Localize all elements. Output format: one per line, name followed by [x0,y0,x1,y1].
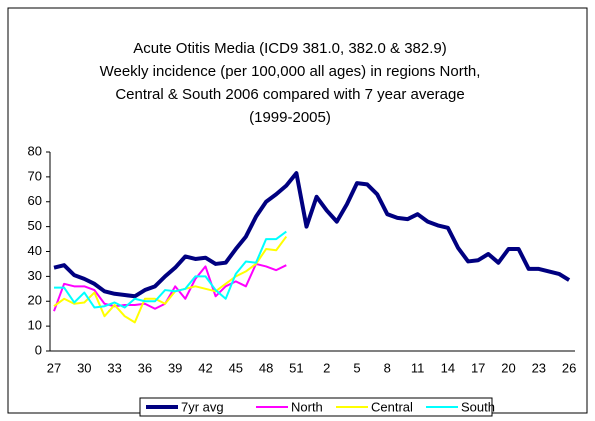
x-tick-label: 20 [501,360,515,375]
y-tick-label: 20 [28,293,42,308]
x-tick-label: 14 [441,360,455,375]
x-tick-label: 42 [198,360,212,375]
series-line [53,262,287,312]
x-tick-label: 8 [384,360,391,375]
y-tick-label: 30 [28,268,42,283]
legend-box [139,397,493,417]
x-tick-label: 39 [168,360,182,375]
x-tick-label: 33 [107,360,121,375]
y-tick-label: 10 [28,318,42,333]
series-line [53,171,571,299]
x-tick-label: 26 [562,360,576,375]
x-tick-label: 30 [77,360,91,375]
x-tick-label: 36 [138,360,152,375]
legend-label: South [461,399,495,414]
x-tick-label: 48 [259,360,273,375]
x-tick-label: 5 [353,360,360,375]
x-tick-label: 27 [47,360,61,375]
x-tick-label: 11 [411,360,425,375]
y-tick-label: 40 [28,243,42,258]
x-tick-label: 45 [229,360,243,375]
x-tick-label: 2 [323,360,330,375]
y-tick-label: 80 [28,143,42,158]
chart-title: Central & South 2006 compared with 7 yea… [115,86,464,103]
y-tick-label: 50 [28,218,42,233]
y-tick-label: 60 [28,193,42,208]
y-tick-label: 0 [35,342,42,357]
y-tick-label: 70 [28,168,42,183]
chart-title: Weekly incidence (per 100,000 all ages) … [100,63,481,80]
x-tick-label: 23 [532,360,546,375]
x-tick-label: 51 [289,360,303,375]
chart-title: Acute Otitis Media (ICD9 381.0, 382.0 & … [133,40,447,57]
chart-border [7,7,588,414]
legend-label: 7yr avg [181,399,224,414]
series-line [53,235,288,324]
legend-label: Central [371,399,413,414]
chart-title: (1999-2005) [249,109,331,126]
series-line [54,230,287,309]
legend-label: North [291,399,323,414]
x-tick-label: 17 [471,360,485,375]
